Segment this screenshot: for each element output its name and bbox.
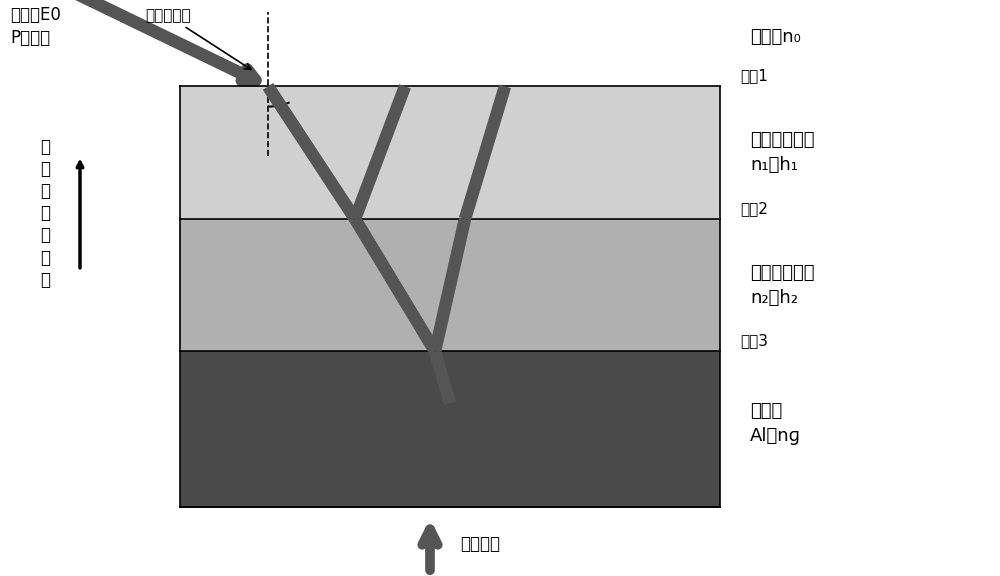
Text: 界面3: 界面3 (740, 334, 768, 348)
Text: 目标靶
Al：nɡ: 目标靶 Al：nɡ (750, 402, 801, 445)
Text: 探测光E0
P偏振光: 探测光E0 P偏振光 (10, 6, 61, 47)
Text: 布儒斯特角: 布儒斯特角 (145, 8, 251, 70)
Bar (180, 86, 720, 219)
Bar (180, 351, 720, 507)
Text: 冲
击
波
传
播
方
向: 冲 击 波 传 播 方 向 (40, 138, 50, 289)
Text: 界面2: 界面2 (740, 201, 768, 216)
Text: 空气：n₀: 空气：n₀ (750, 28, 801, 47)
Text: 未受冲击层：
n₁，h₁: 未受冲击层： n₁，h₁ (750, 131, 814, 174)
Text: 界面1: 界面1 (740, 69, 768, 84)
Text: 冲击压缩层：
n₂，h₂: 冲击压缩层： n₂，h₂ (750, 264, 814, 306)
Text: 泵浦脉冲: 泵浦脉冲 (460, 535, 500, 554)
Bar (180, 219, 720, 351)
